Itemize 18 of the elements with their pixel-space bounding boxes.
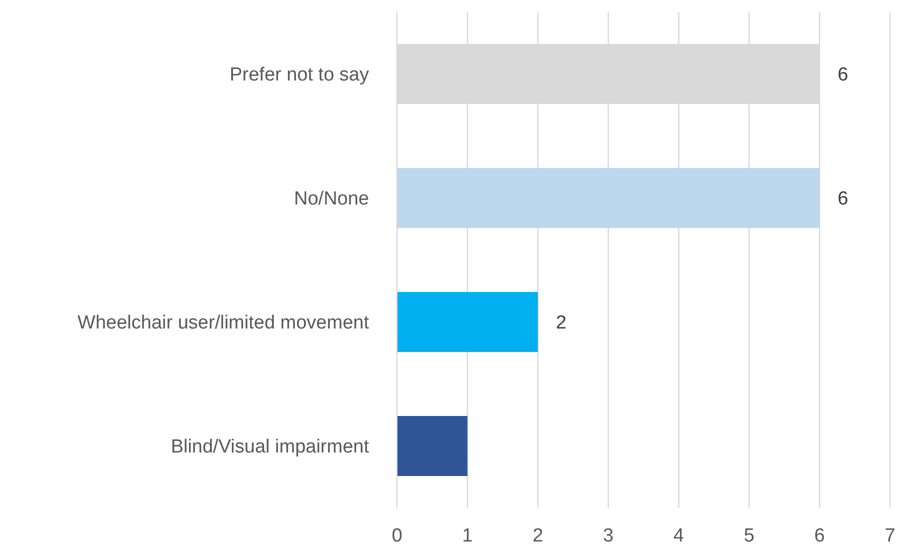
y-tick-label: Wheelchair user/limited movement: [78, 312, 370, 334]
x-tick-label: 4: [673, 525, 684, 546]
y-tick-label: Blind/Visual impairment: [170, 436, 370, 458]
bar: [397, 416, 468, 476]
x-tick-label: 1: [462, 525, 473, 546]
bar: [397, 168, 820, 228]
data-label: 6: [838, 188, 848, 210]
x-tick-label: 6: [814, 525, 825, 546]
x-tick-label: 5: [744, 525, 754, 546]
x-tick-label: 3: [602, 525, 614, 546]
data-label: 6: [838, 64, 848, 86]
bar: [397, 292, 538, 352]
x-tick-label: 7: [884, 525, 896, 546]
y-tick-label: Prefer not to say: [230, 64, 370, 86]
data-label: 2: [556, 312, 566, 334]
x-tick-label: 2: [532, 525, 544, 546]
y-tick-label: No/None: [294, 188, 369, 210]
x-tick-label: 0: [392, 525, 402, 546]
